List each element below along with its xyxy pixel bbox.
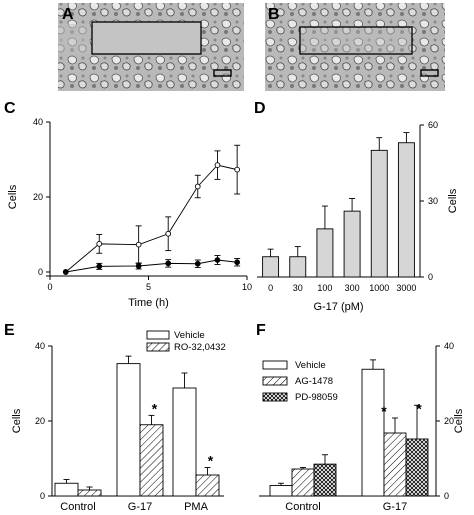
significance-star: * xyxy=(416,400,422,416)
y-tick-label: 0 xyxy=(428,272,433,282)
x-tick-label: 0 xyxy=(47,282,52,292)
data-point xyxy=(234,259,241,266)
bar xyxy=(313,463,337,497)
x-axis-label: Time (h) xyxy=(128,297,169,309)
x-tick-label: 30 xyxy=(293,283,303,293)
x-tick-label: Control xyxy=(60,501,95,513)
bar xyxy=(405,438,429,497)
bar xyxy=(343,210,361,278)
panel-label-a: A xyxy=(62,6,74,23)
x-tick-label: 100 xyxy=(317,283,332,293)
significance-star: * xyxy=(381,403,387,419)
significance-star: * xyxy=(208,453,214,469)
chart-c: 0 20 40 0 5 10 Time (h) Cells xyxy=(7,117,252,309)
data-point xyxy=(194,260,201,267)
panel-label-b: B xyxy=(268,6,280,23)
x-tick-label: Control xyxy=(285,501,320,513)
scale-bar-b xyxy=(420,69,439,77)
y-axis-label: Cells xyxy=(11,408,23,433)
x-tick-label: G-17 xyxy=(383,501,407,513)
legend-label: RO-32,0432 xyxy=(174,342,226,353)
y-tick-label: 0 xyxy=(38,267,43,277)
bar xyxy=(54,482,79,497)
bar xyxy=(116,363,141,497)
y-tick-label: 20 xyxy=(444,416,454,426)
data-point xyxy=(96,263,103,270)
data-point xyxy=(214,162,221,168)
y-tick-label: 40 xyxy=(444,341,454,351)
y-axis-label: Cells xyxy=(7,184,19,209)
x-tick-label: 10 xyxy=(242,282,252,292)
y-tick-label: 0 xyxy=(444,491,449,501)
legend-swatch xyxy=(262,360,288,370)
panel-label-f: F xyxy=(256,322,266,339)
bar xyxy=(195,474,220,497)
data-point xyxy=(96,241,103,247)
panel-label-c: C xyxy=(4,100,16,117)
y-tick-label: 0 xyxy=(40,491,45,501)
x-axis-label: G-17 (pM) xyxy=(313,301,363,313)
x-tick-label: 5 xyxy=(146,282,151,292)
region-box-a xyxy=(91,21,202,55)
chart-e: 0 20 40 Cells Control G-17 PMA * * VehicleRO-32,0… xyxy=(11,330,226,513)
scale-bar-a xyxy=(213,69,232,77)
data-point xyxy=(165,260,172,267)
y-axis-label: Cells xyxy=(447,188,459,213)
chart-d: 0 30 60 0 30 100 300 1000 3000 G-17 (pM) Cells xyxy=(257,120,459,313)
series-line xyxy=(65,164,238,273)
bar xyxy=(262,256,280,278)
x-tick-label: 3000 xyxy=(396,283,416,293)
bar xyxy=(291,468,315,497)
x-tick-label: 1000 xyxy=(369,283,389,293)
data-point xyxy=(194,183,201,190)
bar xyxy=(77,489,102,497)
legend-label: Vehicle xyxy=(174,330,205,341)
y-tick-label: 40 xyxy=(33,117,43,127)
micrograph-b: B xyxy=(265,3,445,91)
region-box-b xyxy=(299,26,413,55)
data-point xyxy=(135,263,142,269)
bar xyxy=(289,256,307,278)
x-tick-label: PMA xyxy=(184,501,209,513)
bar xyxy=(383,432,407,497)
significance-star: * xyxy=(152,400,158,416)
x-tick-label: 0 xyxy=(268,283,273,293)
panel-label-e: E xyxy=(4,322,15,339)
y-tick-label: 20 xyxy=(33,192,43,202)
legend-swatch xyxy=(262,392,288,402)
legend-swatch xyxy=(146,330,170,340)
x-tick-label: G-17 xyxy=(128,501,152,513)
bar xyxy=(139,424,164,497)
y-tick-label: 20 xyxy=(35,416,45,426)
legend-swatch xyxy=(262,376,288,386)
series-line xyxy=(65,259,238,273)
y-tick-label: 30 xyxy=(428,196,438,206)
bar xyxy=(316,228,334,278)
bar xyxy=(370,149,388,278)
bar xyxy=(361,368,385,497)
panel-label-d: D xyxy=(254,100,266,117)
data-point xyxy=(135,241,142,248)
data-point xyxy=(214,257,221,263)
y-axis-label: Cells xyxy=(453,408,465,433)
bar xyxy=(397,142,415,278)
bar xyxy=(269,485,293,497)
bar xyxy=(172,387,197,497)
legend-label: AG-1478 xyxy=(295,376,333,387)
data-point xyxy=(62,269,69,275)
legend-swatch xyxy=(146,342,170,352)
legend-label: PD-98059 xyxy=(295,392,338,403)
data-point xyxy=(234,166,241,173)
x-tick-label: 300 xyxy=(345,283,360,293)
y-tick-label: 60 xyxy=(428,120,438,130)
chart-f: 0 20 40 Cells Control G-17 * * Vehicle AG-1478 PD-… xyxy=(259,341,465,513)
data-point xyxy=(165,230,172,237)
micrograph-a: A xyxy=(58,3,244,91)
y-tick-label: 40 xyxy=(35,341,45,351)
legend-label: Vehicle xyxy=(295,360,326,371)
